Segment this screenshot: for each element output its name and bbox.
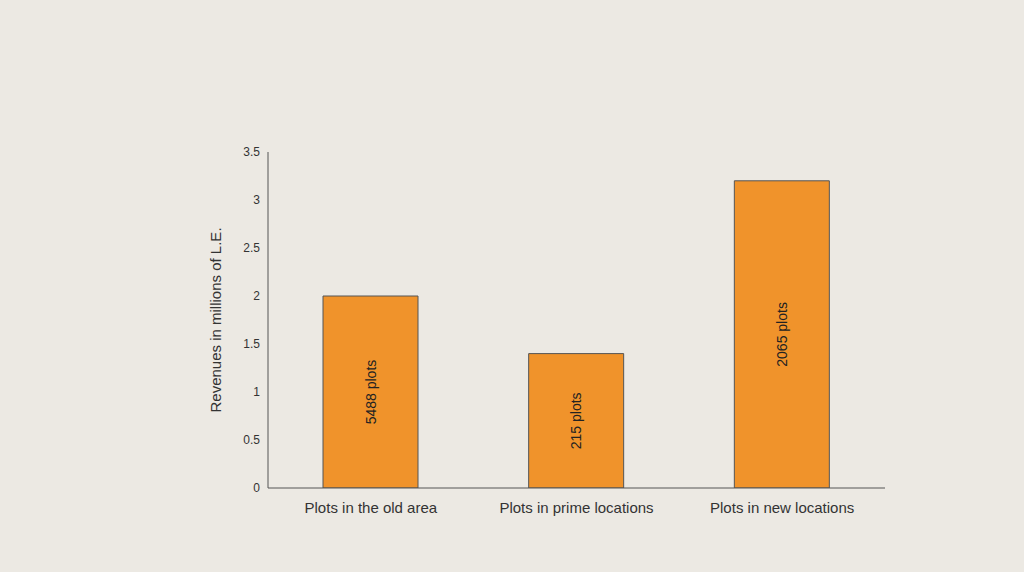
svg-text:Revenues in millions of L.E.: Revenues in millions of L.E. <box>207 227 224 412</box>
svg-text:1.5: 1.5 <box>243 337 260 351</box>
svg-text:Plots in the old area: Plots in the old area <box>305 499 438 516</box>
svg-text:0.5: 0.5 <box>243 433 260 447</box>
svg-text:Plots in new locations: Plots in new locations <box>710 499 854 516</box>
svg-text:1: 1 <box>253 385 260 399</box>
svg-text:2.5: 2.5 <box>243 241 260 255</box>
svg-text:2065 plots: 2065 plots <box>774 302 790 367</box>
svg-text:5488 plots: 5488 plots <box>363 360 379 425</box>
svg-text:3.5: 3.5 <box>243 145 260 159</box>
svg-text:0: 0 <box>253 481 260 495</box>
svg-text:3: 3 <box>253 193 260 207</box>
svg-text:2: 2 <box>253 289 260 303</box>
svg-text:215 plots: 215 plots <box>568 392 584 449</box>
svg-text:Plots in prime locations: Plots in prime locations <box>499 499 653 516</box>
